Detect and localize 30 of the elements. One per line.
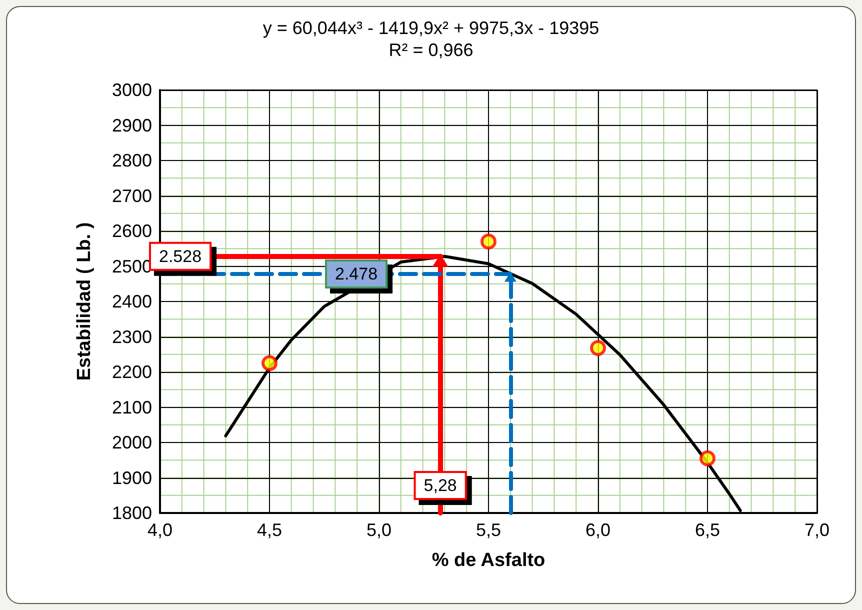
y-tick-label: 2200: [112, 362, 152, 382]
x-tick-label: 4,5: [256, 520, 282, 540]
y-tick-label: 1800: [112, 503, 152, 523]
y-tick-label: 1900: [112, 468, 152, 488]
y-tick-label: 2600: [112, 221, 152, 241]
y-tick-label: 2700: [112, 186, 152, 206]
ref-line-label: 2.528: [159, 246, 202, 266]
x-axis-title: % de Asfalto: [432, 550, 546, 571]
x-tick-label: 6,5: [694, 520, 720, 540]
y-tick-label: 2000: [112, 432, 152, 452]
ref-line-label: 2.478: [335, 264, 378, 284]
y-tick-label: 2800: [112, 150, 152, 170]
point: [262, 355, 278, 372]
point: [590, 340, 606, 356]
chart-subtitle: R² = 0,966: [388, 40, 474, 60]
x-tick-label: 5,5: [476, 520, 502, 540]
y-tick-label: 2400: [112, 292, 152, 312]
y-axis-title: Estabilidad ( Lb. ): [74, 222, 95, 381]
x-tick-label: 7,0: [804, 520, 830, 540]
x-tick-label: 5,0: [366, 520, 392, 540]
y-tick-label: 2900: [112, 115, 152, 136]
y-tick-label: 3000: [112, 80, 152, 100]
y-tick-label: 2100: [112, 397, 152, 418]
x-tick-label: 4,0: [147, 520, 173, 540]
ref-line-label: 5,28: [424, 476, 457, 495]
point: [700, 450, 716, 466]
chart-title: y = 60,044x³ - 1419,9x² + 9975,3x - 19395: [262, 18, 600, 38]
y-tick-label: 2300: [112, 326, 152, 347]
x-tick-label: 6,0: [585, 520, 611, 540]
point: [480, 234, 496, 250]
